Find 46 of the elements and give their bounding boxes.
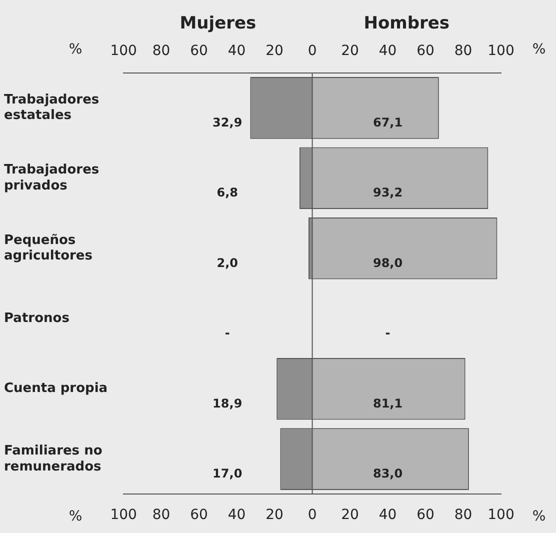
x-tick-label: 80 bbox=[454, 507, 472, 524]
y-tick-label: Trabajadores privados bbox=[4, 162, 100, 194]
data-label: 67,1 bbox=[372, 115, 403, 130]
x2-tick-label: 40 bbox=[378, 43, 397, 60]
x-tick-label: 0 bbox=[308, 507, 317, 524]
data-label: 93,2 bbox=[372, 186, 403, 200]
text: % bbox=[68, 508, 82, 525]
data-label: 6,8 bbox=[216, 186, 238, 200]
x-tick-label: 60 bbox=[416, 507, 434, 524]
y-tick-label: Pequeños agricultores bbox=[4, 232, 93, 264]
x2-tick-label: 100 bbox=[110, 43, 137, 60]
text: - bbox=[224, 326, 230, 340]
x2-tick-label: 80 bbox=[152, 43, 170, 60]
x-tick-label: 80 bbox=[152, 507, 170, 524]
data-label: 2,0 bbox=[216, 256, 238, 270]
y-tick-label: Trabajadores estatales bbox=[4, 92, 100, 124]
y-tick-label: Patronos bbox=[4, 310, 70, 326]
x2-tick-label: 60 bbox=[416, 43, 434, 60]
x2-tick-label: 60 bbox=[190, 43, 208, 60]
x2-tick-label: 80 bbox=[454, 43, 472, 60]
text: - bbox=[385, 326, 390, 340]
x2-tick-label: 0 bbox=[308, 43, 317, 60]
x-axis-title: % bbox=[532, 508, 546, 525]
x-tick-label: 20 bbox=[266, 507, 284, 524]
x-tick-label: 100 bbox=[110, 507, 137, 524]
text: % bbox=[68, 42, 82, 58]
data-label: 83,0 bbox=[372, 466, 403, 481]
text: Hombres bbox=[364, 13, 450, 34]
x-tick-label: 60 bbox=[190, 507, 208, 524]
data-label: 18,9 bbox=[212, 396, 242, 410]
data-label: 32,9 bbox=[212, 115, 242, 130]
x2-tick-label: 20 bbox=[266, 43, 284, 60]
x2-tick-label: 100 bbox=[488, 43, 514, 60]
x2-tick-label: 20 bbox=[341, 43, 359, 60]
x2-axis-title: % bbox=[532, 42, 546, 58]
text: Mujeres bbox=[180, 13, 256, 34]
x-tick-label: 100 bbox=[488, 507, 514, 524]
x-tick-label: 40 bbox=[228, 507, 246, 524]
y-tick-label: Cuenta propia bbox=[4, 381, 108, 396]
y-tick-label: Familiares no remunerados bbox=[4, 444, 102, 474]
x-tick-label: 40 bbox=[378, 507, 397, 524]
data-label: 81,1 bbox=[372, 396, 403, 410]
x2-tick-label: 40 bbox=[228, 43, 246, 60]
x-tick-label: 20 bbox=[341, 507, 359, 524]
data-label: 98,0 bbox=[372, 256, 403, 270]
data-label: 17,0 bbox=[212, 466, 242, 481]
